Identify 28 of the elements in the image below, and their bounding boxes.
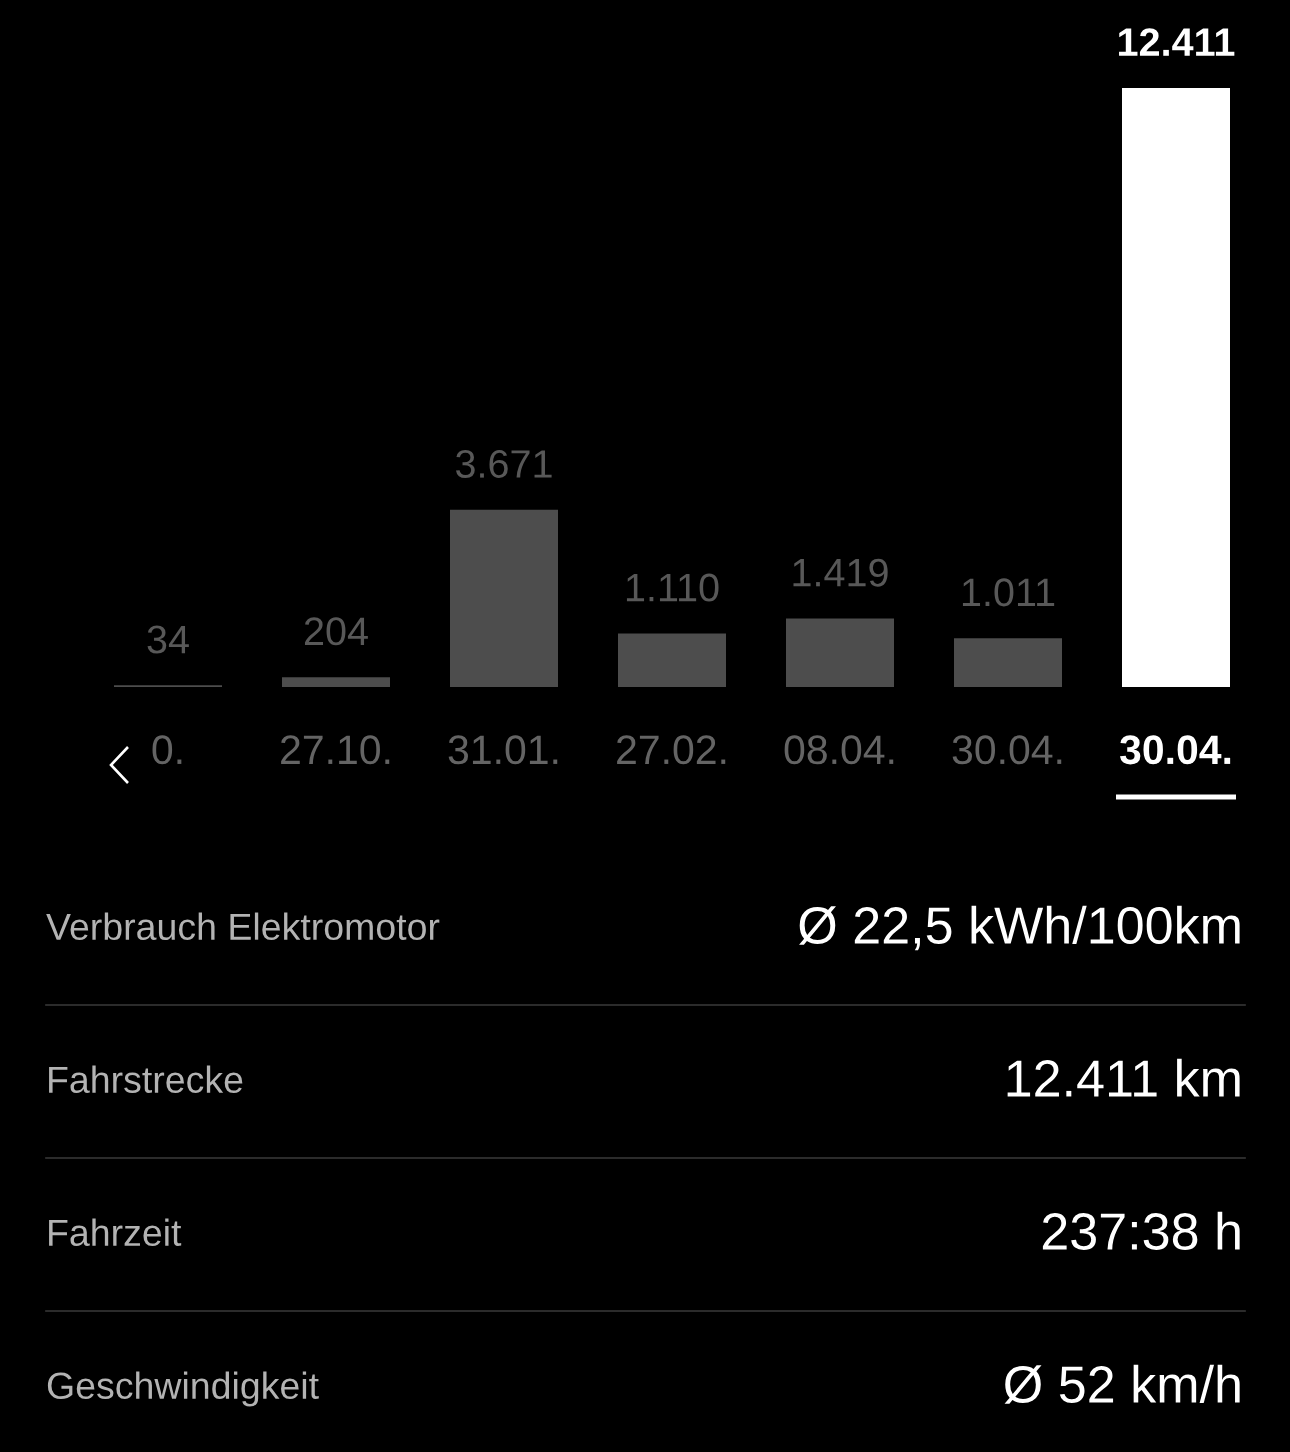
x-tick-label: 30.04. [952,735,1062,765]
data-label: 1.419 [793,558,888,587]
bar [618,633,726,687]
data-label: 204 [304,617,368,646]
data-label: 34 [147,625,189,654]
text: Fahrzeit [49,1218,182,1247]
bar [282,677,390,687]
text: 237:38 h [1042,1211,1240,1250]
data-label: 12.411 [1119,28,1235,56]
x-tick-label: 27.02. [617,735,726,765]
text: Verbrauch Elektromotor [46,912,440,941]
text: Ø 22,5 kWh/100km [799,905,1240,951]
x-tick-label: 30.04. [1119,735,1231,765]
data-label: 1.011 [962,578,1055,607]
text: 12.411 km [1007,1058,1240,1097]
text: Fahrstrecke [49,1065,243,1094]
bar [954,638,1062,687]
x-tick-label: 0. [152,735,182,765]
text: Ø 52 km/h [1004,1364,1240,1404]
x-tick-label: 27.10. [281,735,390,765]
x-tick-label: 08.04. [784,735,894,765]
bar [1122,88,1230,687]
bar [450,509,558,687]
bar [786,618,894,687]
data-label: 1.110 [626,573,719,602]
data-label: 3.671 [455,449,552,478]
text: Geschwindigkeit [47,1371,319,1407]
x-tick-label: 31.01. [448,735,558,765]
